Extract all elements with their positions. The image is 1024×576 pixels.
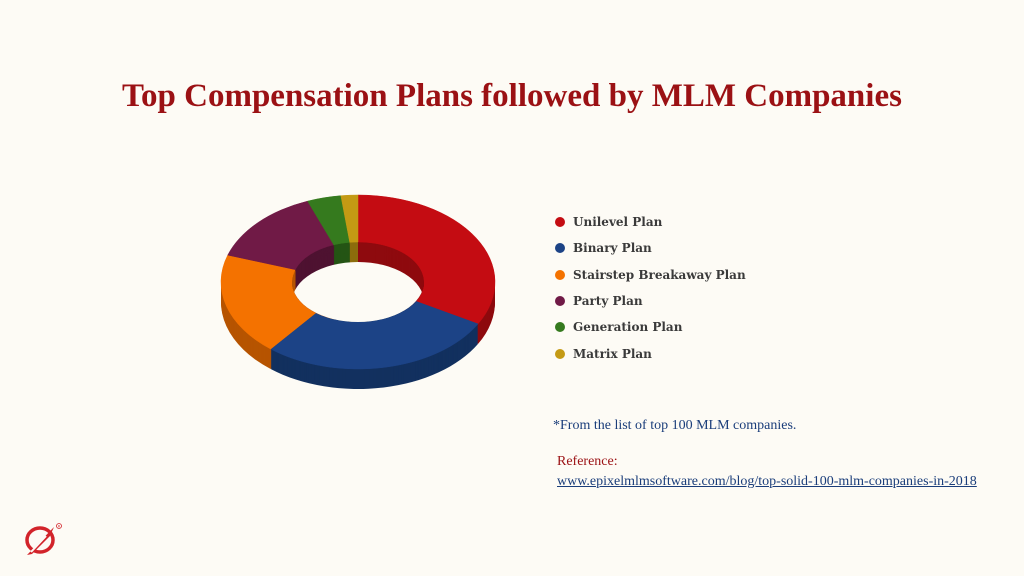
page-title: Top Compensation Plans followed by MLM C… bbox=[122, 78, 902, 114]
legend-label: Matrix Plan bbox=[573, 346, 652, 361]
legend-item: Generation Plan bbox=[555, 314, 746, 340]
reference-link[interactable]: www.epixelmlmsoftware.com/blog/top-solid… bbox=[557, 474, 977, 489]
slice-unilevel-plan bbox=[357, 194, 496, 325]
reference-label: Reference: bbox=[557, 454, 618, 469]
legend-label: Unilevel Plan bbox=[573, 215, 663, 230]
legend-label: Party Plan bbox=[573, 294, 643, 309]
svg-text:R: R bbox=[58, 525, 61, 529]
legend-swatch bbox=[555, 269, 565, 280]
legend-item: Binary Plan bbox=[555, 235, 746, 261]
chart-legend: Unilevel Plan Binary Plan Stairstep Breaka… bbox=[555, 209, 746, 367]
donut-chart bbox=[220, 194, 496, 389]
legend-swatch bbox=[555, 296, 565, 307]
legend-swatch bbox=[555, 322, 565, 333]
legend-label: Binary Plan bbox=[573, 241, 652, 256]
legend-label: Generation Plan bbox=[573, 320, 683, 335]
legend-label: Stairstep Breakaway Plan bbox=[573, 267, 746, 282]
legend-swatch bbox=[555, 243, 565, 254]
slice-matrix-plan bbox=[340, 194, 359, 243]
legend-item: Stairstep Breakaway Plan bbox=[555, 262, 746, 288]
legend-item: Party Plan bbox=[555, 288, 746, 314]
footnote: *From the list of top 100 MLM companies. bbox=[553, 418, 797, 433]
donut-center bbox=[292, 262, 424, 322]
epixel-logo-icon: R bbox=[25, 523, 62, 555]
legend-item: Unilevel Plan bbox=[555, 209, 746, 235]
legend-swatch bbox=[555, 217, 565, 228]
legend-item: Matrix Plan bbox=[555, 340, 746, 366]
legend-swatch bbox=[555, 348, 565, 359]
